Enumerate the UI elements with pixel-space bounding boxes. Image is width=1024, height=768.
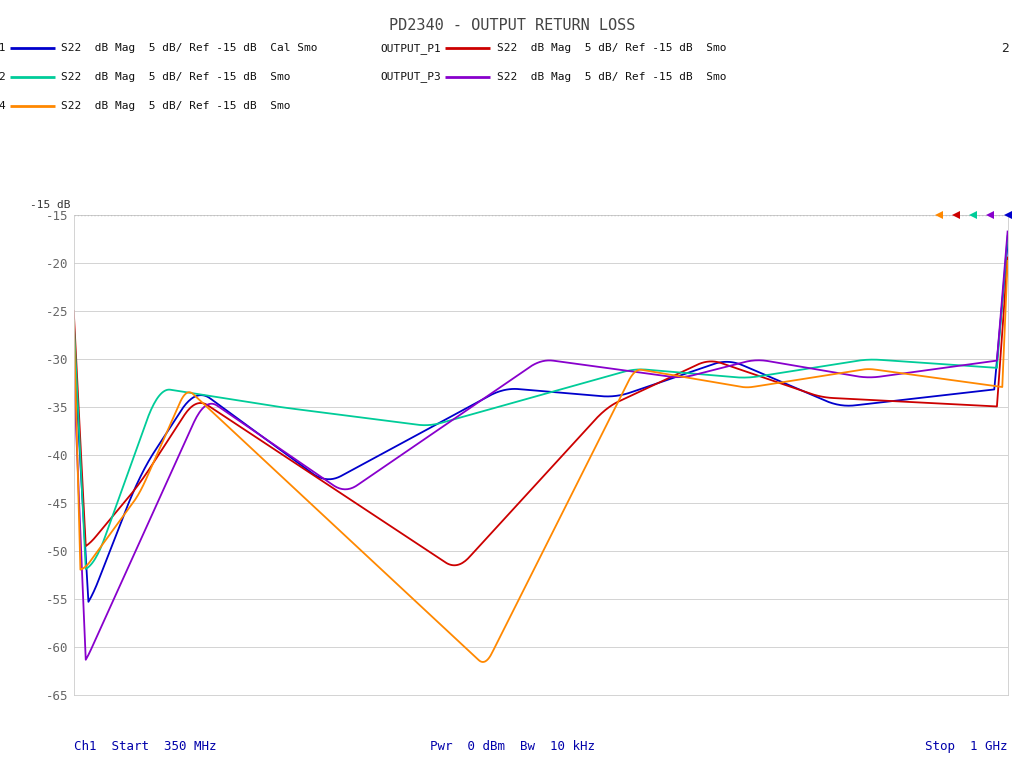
Text: Pwr  0 dBm  Bw  10 kHz: Pwr 0 dBm Bw 10 kHz (429, 740, 595, 753)
Text: S22  dB Mag  5 dB/ Ref -15 dB  Smo: S22 dB Mag 5 dB/ Ref -15 dB Smo (497, 71, 726, 82)
Text: Stop  1 GHz: Stop 1 GHz (925, 740, 1008, 753)
Text: REFERENCE1: REFERENCE1 (0, 43, 6, 54)
Text: OUTPUT_P4: OUTPUT_P4 (0, 101, 6, 111)
Text: 2: 2 (1000, 42, 1009, 55)
Text: -15 dB: -15 dB (30, 200, 71, 210)
Text: PD2340 - OUTPUT RETURN LOSS: PD2340 - OUTPUT RETURN LOSS (389, 18, 635, 33)
Text: Ch1  Start  350 MHz: Ch1 Start 350 MHz (74, 740, 216, 753)
Text: OUTPUT_P3: OUTPUT_P3 (381, 71, 441, 82)
Text: S22  dB Mag  5 dB/ Ref -15 dB  Cal Smo: S22 dB Mag 5 dB/ Ref -15 dB Cal Smo (61, 43, 317, 54)
Text: S22  dB Mag  5 dB/ Ref -15 dB  Smo: S22 dB Mag 5 dB/ Ref -15 dB Smo (61, 101, 291, 111)
Text: S22  dB Mag  5 dB/ Ref -15 dB  Smo: S22 dB Mag 5 dB/ Ref -15 dB Smo (497, 43, 726, 54)
Text: OUTPUT_P1: OUTPUT_P1 (381, 43, 441, 54)
Text: S22  dB Mag  5 dB/ Ref -15 dB  Smo: S22 dB Mag 5 dB/ Ref -15 dB Smo (61, 71, 291, 82)
Text: OUTPUT_P2: OUTPUT_P2 (0, 71, 6, 82)
